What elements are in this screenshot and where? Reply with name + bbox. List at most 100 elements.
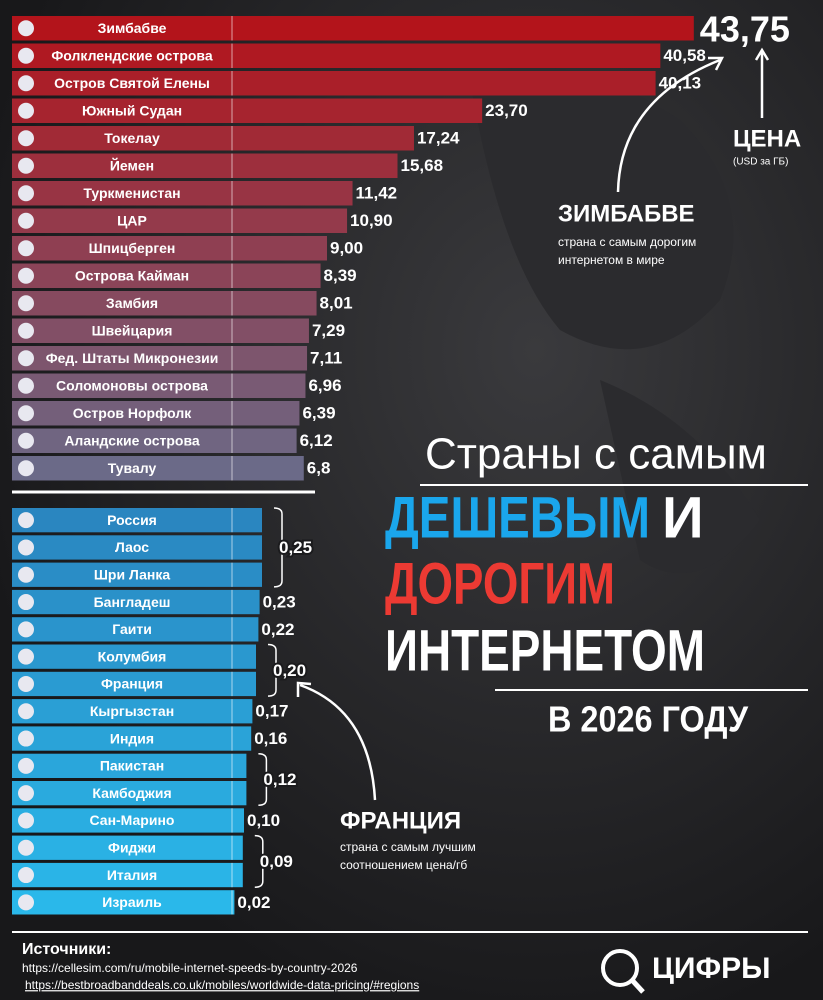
- note-title: ФРАНЦИЯ: [340, 807, 461, 834]
- value-label: 15,68: [401, 156, 444, 175]
- flag: [16, 892, 36, 913]
- category-label: Замбия: [106, 295, 158, 311]
- flag: [16, 100, 36, 121]
- category-label: Остров Норфолк: [73, 405, 193, 421]
- value-label: 0,22: [261, 620, 294, 639]
- flag: [16, 865, 36, 886]
- bracket: [267, 643, 277, 697]
- flag: [16, 646, 36, 667]
- flag: [16, 537, 36, 558]
- flag: [16, 403, 36, 424]
- bar: [12, 318, 309, 343]
- flag: [16, 510, 36, 531]
- note-text: страна с самым лучшим: [340, 840, 476, 854]
- flag: [16, 348, 36, 369]
- value-label: 8,39: [324, 266, 357, 285]
- flag: [16, 619, 36, 640]
- note-text: соотношением цена/гб: [340, 858, 467, 872]
- bar: [12, 781, 247, 806]
- bar: [12, 263, 321, 288]
- sources-title: Источники:: [22, 941, 111, 958]
- flag: [16, 238, 36, 259]
- bar: [12, 346, 308, 371]
- flag: [16, 592, 36, 613]
- arrow: [616, 56, 725, 193]
- category-label: Шри Ланка: [94, 566, 171, 582]
- bar: [12, 16, 694, 41]
- category-label: Бангладеш: [94, 594, 171, 610]
- flag: [16, 810, 36, 831]
- arrow: [754, 47, 770, 118]
- bar: [12, 98, 483, 123]
- flag: [16, 265, 36, 286]
- category-label: Остров Святой Елены: [54, 75, 210, 91]
- flag: [16, 701, 36, 722]
- logo-icon: [630, 978, 645, 994]
- flag: [16, 564, 36, 585]
- value-label: 6,39: [302, 404, 335, 423]
- bar: [12, 699, 253, 724]
- flag: [16, 18, 36, 39]
- bracket: [258, 752, 268, 807]
- bar: [12, 726, 252, 751]
- flag: [16, 673, 36, 694]
- category-label: Израиль: [102, 894, 162, 910]
- flag: [16, 783, 36, 804]
- bar: [12, 862, 243, 888]
- value-label: 6,96: [308, 376, 341, 395]
- logo-icon: [601, 949, 639, 987]
- source-link[interactable]: https://cellesim.com/ru/mobile-internet-…: [22, 961, 358, 975]
- value-label: 0,12: [263, 770, 296, 789]
- flag: [16, 430, 36, 451]
- value-label: 0,09: [260, 852, 293, 871]
- note-text: страна с самым дорогим: [558, 235, 696, 249]
- category-label: Соломоновы острова: [56, 377, 208, 393]
- bar: [12, 753, 247, 778]
- flag: [16, 183, 36, 204]
- source-link[interactable]: https://bestbroadbanddeals.co.uk/mobiles…: [25, 978, 419, 992]
- value-label: 11,42: [356, 184, 398, 203]
- bar: [12, 456, 304, 481]
- logo: ЦИФРЫ: [652, 952, 770, 985]
- category-label: Тувалу: [108, 460, 157, 476]
- value-label: 0,25: [279, 538, 312, 557]
- category-label: Камбоджия: [92, 785, 171, 801]
- value-label: 0,17: [255, 702, 288, 721]
- title-year: В 2026 ГОДУ: [548, 699, 749, 740]
- bar: [12, 208, 348, 233]
- bracket: [273, 507, 283, 588]
- value-label: 43,75: [700, 9, 790, 50]
- bar: [12, 401, 300, 426]
- value-label: 9,00: [330, 239, 363, 258]
- note-title: ЗИМБАБВЕ: [558, 200, 695, 227]
- category-label: Аландские острова: [64, 432, 200, 448]
- category-label: Кыргызстан: [90, 703, 174, 719]
- category-label: Зимбабве: [98, 20, 167, 36]
- value-label: 7,29: [312, 321, 345, 340]
- value-label: 40,13: [659, 74, 702, 93]
- bar: [12, 291, 317, 316]
- flag: [16, 755, 36, 776]
- category-label: Фед. Штаты Микронезии: [46, 350, 219, 366]
- value-label: 0,16: [254, 729, 287, 748]
- bar: [12, 236, 327, 261]
- category-label: Фолклендские острова: [51, 47, 212, 63]
- value-label: 10,90: [350, 211, 393, 230]
- title-cheap: ДЕШЕВЫМ: [385, 485, 650, 550]
- category-label: Лаос: [115, 539, 149, 555]
- bar: [12, 428, 297, 453]
- title-and: И: [662, 485, 704, 550]
- note-title: ЦЕНА: [733, 125, 801, 152]
- category-label: Пакистан: [100, 758, 164, 774]
- bar: [12, 617, 259, 642]
- flag: [16, 155, 36, 176]
- flag: [16, 128, 36, 149]
- category-label: Токелау: [104, 130, 160, 146]
- category-label: Туркменистан: [83, 185, 180, 201]
- bar: [12, 71, 656, 96]
- note-text: (USD за ГБ): [733, 157, 788, 168]
- bar: [12, 644, 256, 669]
- category-label: Италия: [107, 867, 157, 883]
- value-label: 6,12: [300, 431, 333, 450]
